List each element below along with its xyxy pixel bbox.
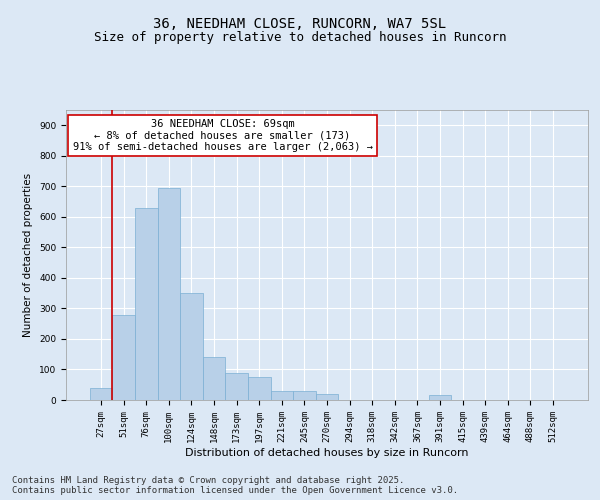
Y-axis label: Number of detached properties: Number of detached properties [23, 173, 34, 337]
Bar [428, 396, 451, 400]
Text: Size of property relative to detached houses in Runcorn: Size of property relative to detached ho… [94, 31, 506, 44]
Text: 36, NEEDHAM CLOSE, RUNCORN, WA7 5SL: 36, NEEDHAM CLOSE, RUNCORN, WA7 5SL [154, 18, 446, 32]
Bar [158, 188, 180, 400]
Text: Contains HM Land Registry data © Crown copyright and database right 2025.
Contai: Contains HM Land Registry data © Crown c… [12, 476, 458, 495]
Text: 36 NEEDHAM CLOSE: 69sqm
← 8% of detached houses are smaller (173)
91% of semi-de: 36 NEEDHAM CLOSE: 69sqm ← 8% of detached… [73, 118, 373, 152]
Bar [226, 372, 248, 400]
Bar [248, 377, 271, 400]
Bar [316, 394, 338, 400]
Bar [203, 358, 226, 400]
Bar [112, 314, 135, 400]
Bar [293, 391, 316, 400]
Bar [180, 293, 203, 400]
Bar [271, 391, 293, 400]
X-axis label: Distribution of detached houses by size in Runcorn: Distribution of detached houses by size … [185, 448, 469, 458]
Bar [90, 388, 112, 400]
Bar [135, 208, 158, 400]
